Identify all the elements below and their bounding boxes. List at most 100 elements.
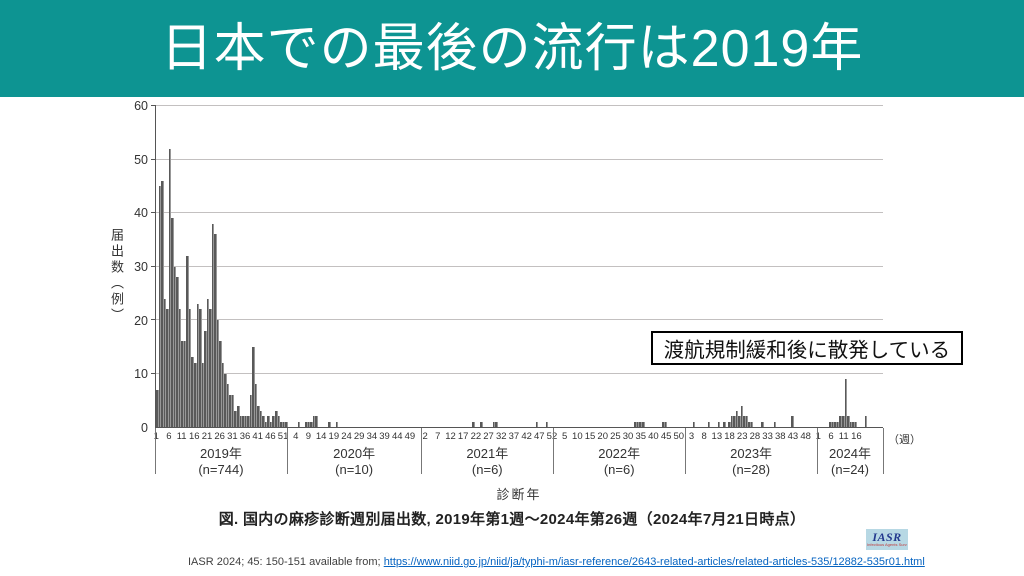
x-tick-label: 28 [749, 431, 761, 442]
x-tick-label: 35 [635, 431, 647, 442]
x-tick-label: 6 [166, 431, 172, 442]
bar [249, 394, 253, 427]
bar [204, 330, 207, 427]
year-divider [286, 428, 288, 474]
y-tick-mark [151, 212, 156, 213]
x-tick-label: 33 [762, 431, 773, 442]
year-divider [155, 428, 156, 474]
y-tick-mark [151, 105, 156, 106]
year-divider [817, 428, 819, 474]
x-tick-label: 8 [701, 431, 707, 442]
bar [750, 421, 754, 427]
x-tick-label: 16 [189, 431, 200, 442]
x-tick-label: 1 [153, 431, 159, 442]
bar [274, 410, 278, 427]
bar [642, 421, 645, 427]
bar [723, 421, 726, 427]
bar [480, 421, 483, 427]
y-axis-title: 届出数（例） [109, 228, 124, 324]
x-tick-label: 1 [815, 431, 821, 442]
x-tick-label: 3 [688, 431, 695, 442]
bar [791, 416, 794, 427]
bar [239, 416, 243, 427]
bar [244, 416, 248, 427]
bar [717, 421, 721, 427]
x-tick-label: 11 [838, 431, 849, 442]
gridline [156, 265, 883, 267]
bar [267, 416, 270, 427]
bar [854, 421, 858, 427]
bar [743, 416, 746, 427]
bar [221, 362, 225, 427]
bar [186, 255, 189, 427]
bar [163, 298, 167, 427]
bar [636, 421, 640, 427]
gridline [156, 105, 883, 106]
x-tick-label: 26 [214, 431, 225, 442]
x-axis-unit-label: （週） [888, 434, 921, 446]
x-tick-label: 43 [787, 431, 799, 442]
y-tick-label: 50 [134, 152, 148, 167]
year-label: 2023年 (n=28) [730, 446, 773, 478]
gridline [156, 212, 883, 213]
bar [259, 410, 263, 427]
bar [728, 421, 731, 427]
bar [257, 405, 260, 427]
year-label: 2021年 (n=6) [466, 446, 509, 478]
bar [201, 362, 205, 427]
slide-header: 日本での最後の流行は2019年 [0, 0, 1024, 97]
x-tick-label: 51 [277, 431, 289, 442]
y-tick-label: 60 [134, 99, 148, 113]
bar [315, 416, 318, 427]
iasr-logo-text: IASR [872, 530, 902, 545]
bar [639, 421, 642, 427]
x-tick-label: 25 [610, 431, 621, 442]
citation-link[interactable]: https://www.niid.go.jp/niid/ja/typhi-m/i… [383, 556, 925, 568]
bar [328, 421, 331, 427]
bar [495, 421, 498, 427]
bar [849, 421, 853, 427]
gridline [156, 319, 883, 320]
bar [226, 384, 230, 427]
bar [841, 416, 845, 427]
slide-title: 日本での最後の流行は2019年 [160, 19, 864, 78]
bar [193, 362, 197, 427]
citation-prefix: IASR 2024; 45: 150-151 available from; [188, 556, 384, 568]
x-tick-label: 5 [562, 431, 568, 442]
annotation-text: 渡航規制緩和後に散発している [663, 339, 951, 362]
bar [839, 416, 842, 427]
year-divider [883, 428, 884, 474]
y-tick-mark [151, 158, 156, 160]
bar [664, 421, 668, 427]
gridline [156, 372, 883, 374]
x-tick-label: 15 [584, 431, 596, 442]
bar [196, 303, 200, 427]
x-tick-label: 6 [828, 431, 834, 442]
x-tick-label: 32 [495, 431, 507, 442]
bar [199, 309, 202, 427]
bar [171, 218, 174, 427]
plot-area [151, 105, 883, 428]
bar [280, 421, 283, 427]
x-tick-label: 21 [201, 431, 213, 442]
bar [178, 309, 182, 427]
x-tick-label: 11 [176, 431, 187, 442]
bar [211, 223, 215, 427]
annotation-box: 渡航規制緩和後に散発している [651, 331, 963, 365]
bar [535, 421, 539, 427]
x-tick-label: 4 [293, 431, 299, 442]
x-tick-label: 40 [648, 431, 659, 442]
bar [282, 421, 286, 427]
x-tick-label: 30 [622, 431, 634, 442]
bar [472, 421, 475, 427]
bar [834, 421, 837, 427]
year-label: 2022年 (n=6) [598, 446, 641, 478]
bar [264, 421, 268, 427]
year-label: 2024年 (n=24) [829, 446, 871, 478]
bar [216, 320, 220, 427]
bar [310, 421, 313, 427]
iasr-logo-subtext: Infectious Agents Surveillance Report [867, 543, 907, 548]
bar [156, 389, 159, 427]
bar [252, 346, 255, 427]
